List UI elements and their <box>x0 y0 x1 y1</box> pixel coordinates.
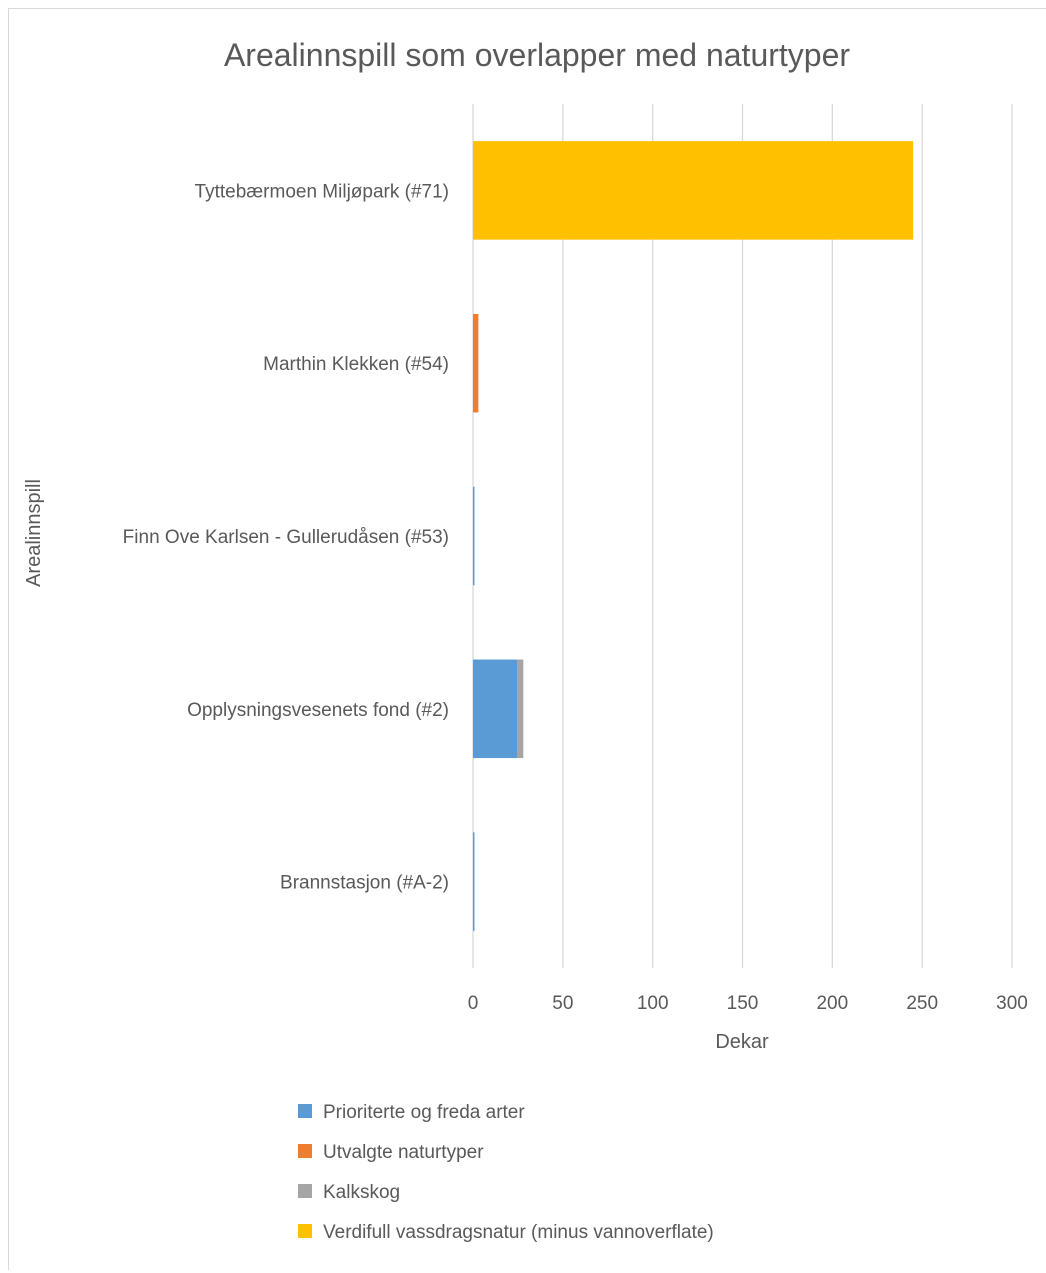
chart-title: Arealinnspill som overlapper med naturty… <box>224 37 850 73</box>
legend-label: Verdifull vassdragsnatur (minus vannover… <box>323 1222 714 1243</box>
x-tick-label: 150 <box>727 993 759 1014</box>
x-tick-label: 50 <box>552 993 573 1014</box>
x-tick-label: 300 <box>996 993 1028 1014</box>
bar <box>473 313 479 413</box>
x-tick-label: 100 <box>637 993 669 1014</box>
category-label: Brannstasjon (#A-2) <box>280 873 449 894</box>
bar <box>473 486 475 586</box>
bar <box>517 659 524 759</box>
x-tick-label: 0 <box>468 993 479 1014</box>
legend-swatch <box>298 1104 312 1118</box>
legend-swatch <box>298 1184 312 1198</box>
x-tick-label: 200 <box>816 993 848 1014</box>
category-label: Tyttebærmoen Miljøpark (#71) <box>195 181 449 202</box>
legend-swatch <box>298 1144 312 1158</box>
legend-label: Prioriterte og freda arter <box>323 1102 525 1123</box>
legend-swatch <box>298 1224 312 1238</box>
x-tick-labels: 0 50 100 150 200 250 300 <box>468 993 1028 1014</box>
x-tick-label: 250 <box>906 993 938 1014</box>
category-label: Marthin Klekken (#54) <box>263 354 449 375</box>
legend-label: Utvalgte naturtyper <box>323 1142 484 1163</box>
x-axis-title: Dekar <box>715 1031 769 1053</box>
category-label: Finn Ove Karlsen - Gullerudåsen (#53) <box>123 527 449 548</box>
bar <box>473 141 914 240</box>
category-label: Opplysningsvesenets fond (#2) <box>187 700 449 721</box>
y-axis-title: Arealinnspill <box>23 479 45 587</box>
category-labels: Tyttebærmoen Miljøpark (#71) Marthin Klek… <box>123 181 449 893</box>
bar <box>473 659 518 759</box>
bars <box>473 141 914 931</box>
legend: Prioriterte og freda arter Utvalgte natur… <box>298 1102 714 1243</box>
legend-label: Kalkskog <box>323 1182 400 1203</box>
bar <box>473 832 475 931</box>
